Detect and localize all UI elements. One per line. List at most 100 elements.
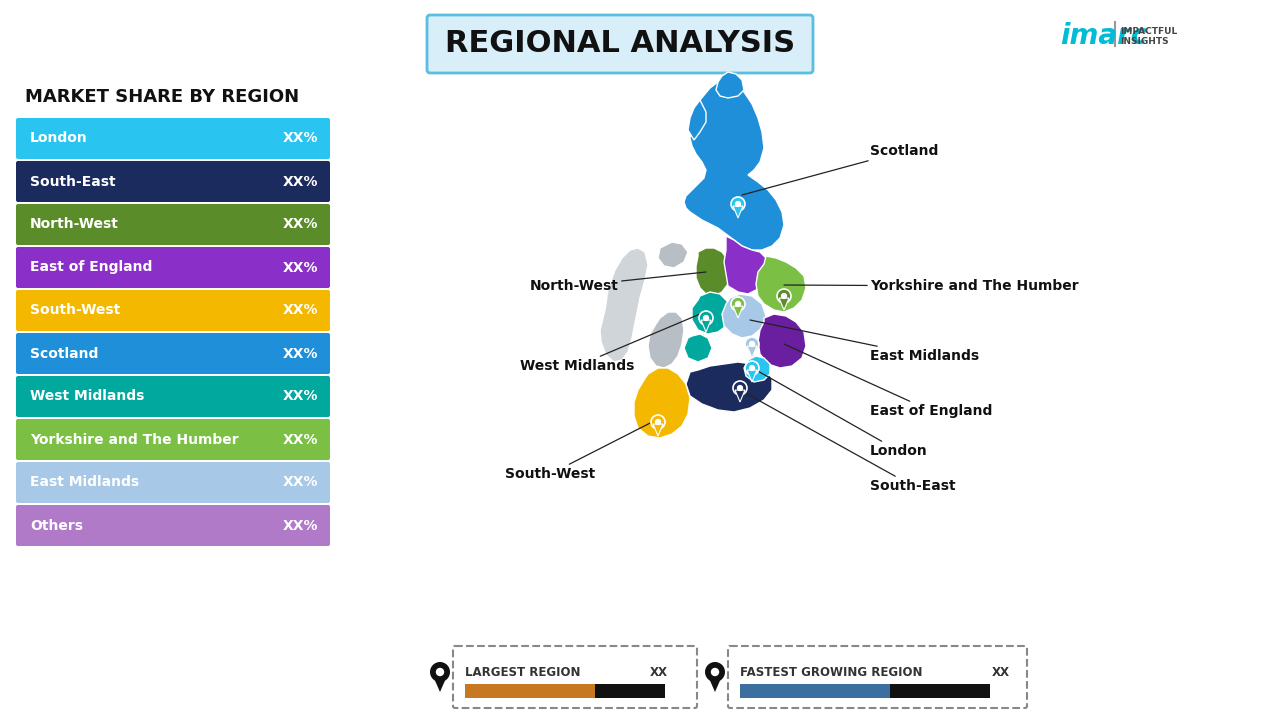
- FancyBboxPatch shape: [453, 646, 698, 708]
- Circle shape: [731, 197, 745, 211]
- Bar: [740, 684, 890, 698]
- Polygon shape: [433, 676, 447, 692]
- Text: South-East: South-East: [740, 390, 956, 493]
- FancyBboxPatch shape: [15, 204, 330, 245]
- Polygon shape: [634, 368, 690, 438]
- Polygon shape: [684, 80, 783, 250]
- Bar: [595, 684, 666, 698]
- Text: XX%: XX%: [283, 475, 317, 490]
- Circle shape: [652, 415, 666, 429]
- Circle shape: [777, 289, 791, 303]
- Polygon shape: [722, 294, 765, 338]
- Circle shape: [736, 202, 740, 207]
- FancyBboxPatch shape: [15, 462, 330, 503]
- Polygon shape: [716, 72, 744, 98]
- Bar: [890, 684, 989, 698]
- Polygon shape: [600, 248, 648, 362]
- Polygon shape: [780, 298, 788, 310]
- Text: imarc: imarc: [1060, 22, 1147, 50]
- Text: XX%: XX%: [283, 304, 317, 318]
- Circle shape: [704, 315, 708, 320]
- Polygon shape: [648, 312, 684, 368]
- Text: East Midlands: East Midlands: [29, 475, 140, 490]
- Text: West Midlands: West Midlands: [29, 390, 145, 403]
- Text: South-West: South-West: [29, 304, 120, 318]
- Text: XX%: XX%: [283, 132, 317, 145]
- Polygon shape: [701, 320, 710, 332]
- Polygon shape: [696, 248, 730, 296]
- FancyBboxPatch shape: [15, 161, 330, 202]
- Circle shape: [736, 302, 740, 307]
- Polygon shape: [653, 424, 663, 436]
- Polygon shape: [658, 242, 689, 268]
- Circle shape: [705, 662, 724, 682]
- Text: South-West: South-West: [506, 418, 660, 481]
- Circle shape: [699, 311, 713, 325]
- Circle shape: [745, 337, 759, 351]
- Text: REGIONAL ANALYSIS: REGIONAL ANALYSIS: [445, 30, 795, 58]
- Text: MARKET SHARE BY REGION: MARKET SHARE BY REGION: [26, 88, 300, 106]
- Text: XX%: XX%: [283, 433, 317, 446]
- Polygon shape: [724, 236, 768, 294]
- Circle shape: [430, 662, 451, 682]
- Text: West Midlands: West Midlands: [520, 314, 700, 373]
- Text: North-West: North-West: [530, 272, 707, 293]
- Circle shape: [745, 361, 759, 375]
- FancyBboxPatch shape: [15, 118, 330, 159]
- Text: XX%: XX%: [283, 346, 317, 361]
- Circle shape: [750, 341, 754, 346]
- Polygon shape: [735, 390, 745, 402]
- Circle shape: [737, 385, 742, 390]
- Text: Yorkshire and The Humber: Yorkshire and The Humber: [783, 279, 1079, 293]
- Text: South-East: South-East: [29, 174, 115, 189]
- Text: XX%: XX%: [283, 217, 317, 232]
- Text: INSIGHTS: INSIGHTS: [1120, 37, 1169, 46]
- Polygon shape: [708, 676, 722, 692]
- Text: XX%: XX%: [283, 390, 317, 403]
- Polygon shape: [748, 370, 756, 382]
- FancyBboxPatch shape: [15, 290, 330, 331]
- Circle shape: [731, 297, 745, 311]
- Text: North-West: North-West: [29, 217, 119, 232]
- FancyBboxPatch shape: [15, 505, 330, 546]
- Polygon shape: [744, 356, 771, 382]
- Polygon shape: [756, 256, 806, 312]
- Text: Yorkshire and The Humber: Yorkshire and The Humber: [29, 433, 238, 446]
- Polygon shape: [692, 292, 730, 334]
- Text: Others: Others: [29, 518, 83, 533]
- Text: XX%: XX%: [283, 518, 317, 533]
- FancyBboxPatch shape: [15, 419, 330, 460]
- Circle shape: [733, 381, 748, 395]
- Text: LARGEST REGION: LARGEST REGION: [465, 666, 581, 679]
- Bar: [465, 684, 595, 698]
- Text: XX: XX: [992, 666, 1010, 679]
- Circle shape: [712, 668, 718, 675]
- Text: IMPACTFUL: IMPACTFUL: [1120, 27, 1178, 36]
- Text: Scotland: Scotland: [29, 346, 99, 361]
- Circle shape: [750, 366, 754, 371]
- Polygon shape: [748, 346, 756, 358]
- Polygon shape: [684, 334, 712, 362]
- Text: Scotland: Scotland: [742, 144, 938, 195]
- Polygon shape: [689, 100, 707, 140]
- Circle shape: [782, 294, 786, 299]
- Polygon shape: [733, 206, 742, 218]
- Polygon shape: [758, 314, 806, 368]
- Text: East of England: East of England: [783, 344, 992, 418]
- FancyBboxPatch shape: [15, 247, 330, 288]
- Text: XX%: XX%: [283, 174, 317, 189]
- FancyBboxPatch shape: [728, 646, 1027, 708]
- Polygon shape: [733, 306, 742, 318]
- Text: XX: XX: [650, 666, 668, 679]
- Text: East of England: East of England: [29, 261, 152, 274]
- Text: East Midlands: East Midlands: [750, 320, 979, 363]
- FancyBboxPatch shape: [15, 333, 330, 374]
- FancyBboxPatch shape: [15, 376, 330, 417]
- FancyBboxPatch shape: [428, 15, 813, 73]
- Text: FASTEST GROWING REGION: FASTEST GROWING REGION: [740, 666, 923, 679]
- Text: XX%: XX%: [283, 261, 317, 274]
- Text: London: London: [29, 132, 88, 145]
- Text: London: London: [756, 370, 928, 458]
- Circle shape: [655, 420, 660, 425]
- Polygon shape: [686, 362, 772, 412]
